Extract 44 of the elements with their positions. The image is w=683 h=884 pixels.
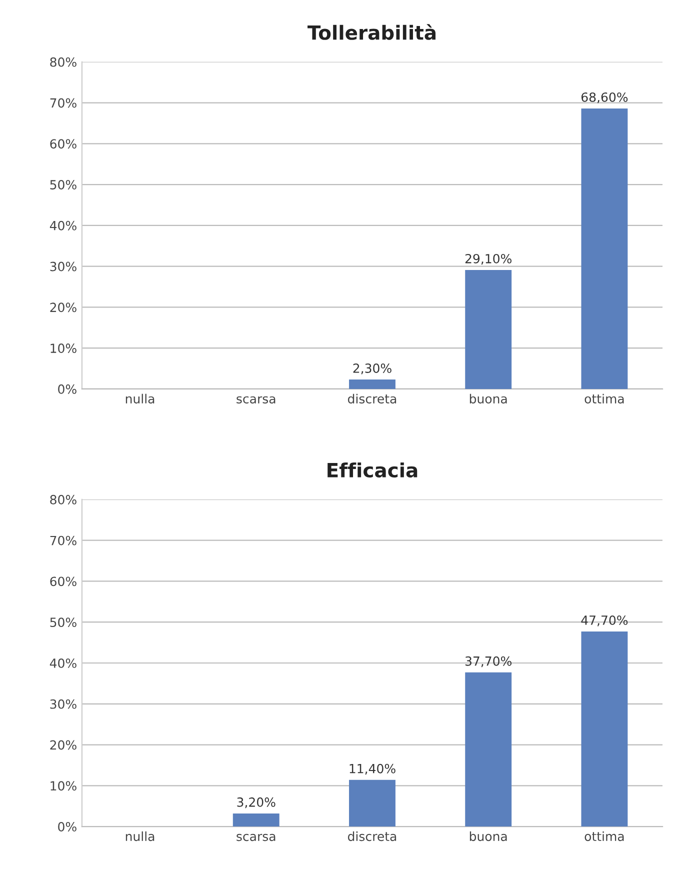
y-tick-label: 80% xyxy=(50,494,76,504)
bar xyxy=(465,672,512,827)
y-tick-label: 60% xyxy=(50,576,76,586)
bar xyxy=(349,380,396,389)
x-tick-label: discreta xyxy=(348,394,396,404)
x-tick-label: buona xyxy=(470,394,507,404)
y-tick-label: 50% xyxy=(50,180,76,190)
x-tick-label: discreta xyxy=(348,831,396,842)
y-tick-label: 60% xyxy=(50,139,76,149)
chart-title: Efficacia xyxy=(328,462,418,478)
y-tick-label: 70% xyxy=(50,536,76,546)
bar xyxy=(581,632,628,827)
y-tick-label: 0% xyxy=(58,822,76,832)
data-label: 11,40% xyxy=(350,764,396,775)
y-tick-label: 10% xyxy=(50,344,76,353)
x-tick-label: scarsa xyxy=(236,396,276,404)
y-tick-label: 40% xyxy=(50,658,76,668)
x-tick-label: nulla xyxy=(126,831,154,842)
data-label: 3,20% xyxy=(237,797,276,808)
y-tick-label: 30% xyxy=(50,699,76,709)
x-tick-label: ottima xyxy=(584,394,624,404)
x-tick-label: buona xyxy=(470,831,507,842)
bar xyxy=(232,813,280,827)
data-label: 29,10% xyxy=(465,254,512,265)
bar xyxy=(349,780,396,827)
x-tick-label: nulla xyxy=(126,394,154,404)
chart-title: Tollerabilità xyxy=(308,24,436,40)
data-label: 47,70% xyxy=(581,615,628,626)
y-tick-label: 50% xyxy=(50,618,76,628)
y-tick-label: 40% xyxy=(50,220,76,230)
y-tick-label: 20% xyxy=(50,302,76,312)
y-tick-label: 70% xyxy=(50,98,76,108)
y-tick-label: 10% xyxy=(50,781,76,791)
bar xyxy=(581,108,628,389)
bar xyxy=(465,270,512,389)
x-tick-label: scarsa xyxy=(236,834,276,842)
data-label: 2,30% xyxy=(353,364,392,374)
data-label: 37,70% xyxy=(465,656,512,668)
x-tick-label: ottima xyxy=(584,831,624,842)
data-label: 68,60% xyxy=(581,92,628,104)
y-tick-label: 20% xyxy=(50,740,76,750)
y-tick-label: 0% xyxy=(58,384,76,394)
y-tick-label: 30% xyxy=(50,262,76,272)
y-tick-label: 80% xyxy=(50,57,76,67)
